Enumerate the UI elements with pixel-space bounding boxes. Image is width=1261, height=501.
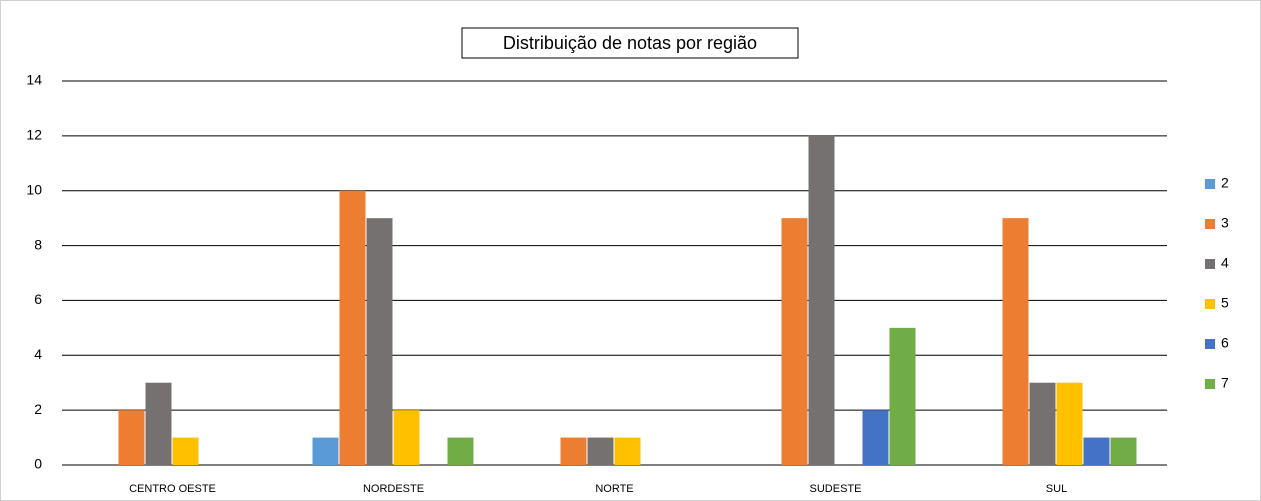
bar: [862, 410, 889, 465]
y-tick-label: 6: [34, 291, 42, 307]
bar: [889, 327, 916, 465]
legend-label: 5: [1221, 295, 1229, 311]
bar: [1002, 218, 1029, 465]
y-tick-label: 10: [26, 181, 42, 197]
x-tick-label: NORTE: [595, 483, 633, 495]
x-tick-label: SUDESTE: [810, 483, 862, 495]
y-tick-label: 8: [34, 236, 42, 252]
bar: [560, 437, 587, 465]
bar: [1029, 382, 1056, 465]
bar: [145, 382, 172, 465]
y-tick-label: 14: [26, 72, 42, 88]
bar: [118, 410, 145, 465]
legend-swatch: [1205, 179, 1215, 189]
legend-label: 7: [1221, 375, 1229, 391]
legend-swatch: [1205, 299, 1215, 309]
legend-swatch: [1205, 379, 1215, 389]
y-tick-label: 12: [26, 127, 42, 143]
legend-swatch: [1205, 339, 1215, 349]
bar: [447, 437, 474, 465]
x-tick-label: NORDESTE: [363, 483, 424, 495]
bar: [614, 437, 641, 465]
title-box: [461, 27, 799, 59]
legend-swatch: [1205, 219, 1215, 229]
legend-label: 2: [1221, 175, 1229, 191]
y-tick-label: 2: [34, 401, 42, 417]
bar: [587, 437, 614, 465]
bar: [172, 437, 199, 465]
legend-label: 6: [1221, 335, 1229, 351]
bar: [808, 135, 835, 465]
bar: [1110, 437, 1137, 465]
legend-label: 3: [1221, 215, 1229, 231]
bar: [366, 218, 393, 465]
bar: [393, 410, 420, 465]
legend-swatch: [1205, 259, 1215, 269]
chart-title: Distribuição de notas por região: [503, 33, 757, 53]
bar: [339, 190, 366, 465]
bar: [1083, 437, 1110, 465]
bar: [781, 218, 808, 465]
y-tick-label: 0: [34, 456, 42, 472]
bar: [312, 437, 339, 465]
bar: [1056, 382, 1083, 465]
y-tick-label: 4: [34, 346, 42, 362]
x-tick-label: SUL: [1046, 483, 1067, 495]
x-tick-label: CENTRO OESTE: [129, 483, 216, 495]
legend-label: 4: [1221, 255, 1229, 271]
